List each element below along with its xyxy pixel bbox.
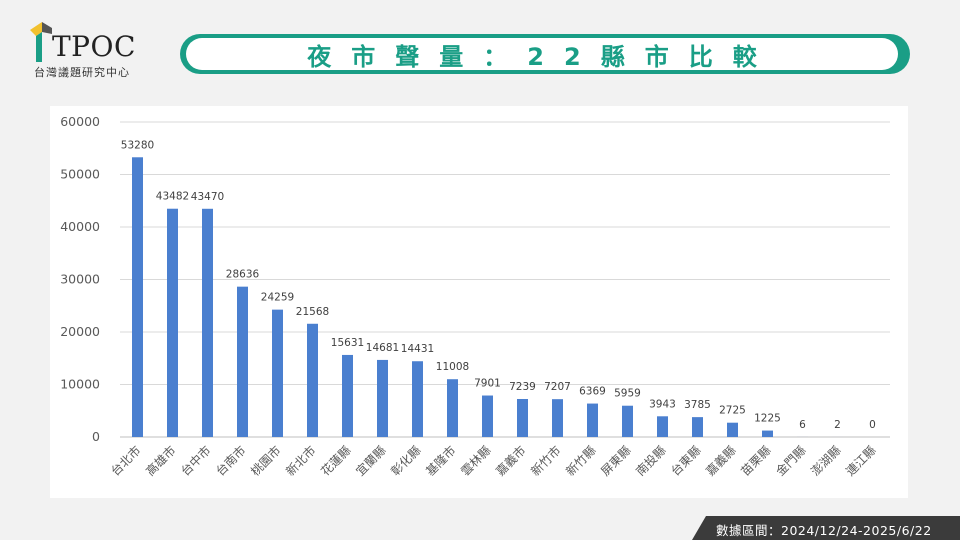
- bar-chart: 0 10000 20000 30000 40000 50000 60000 53280 台北市 4…: [50, 106, 908, 498]
- x-tick-label: 台北市: [108, 443, 144, 479]
- y-tick-label: 30000: [60, 272, 100, 287]
- data-label: 6: [799, 419, 806, 431]
- data-label: 21568: [296, 306, 329, 318]
- y-tick-label: 10000: [60, 377, 100, 392]
- data-label: 14431: [401, 343, 434, 355]
- data-label: 3943: [649, 398, 676, 410]
- data-label: 6369: [579, 386, 606, 398]
- data-range-label: 數據區間：2024/12/24-2025/6/22: [716, 523, 932, 538]
- bar: [377, 359, 388, 437]
- x-tick-label: 南投縣: [633, 443, 669, 479]
- tpoc-logo-mark-icon: [30, 22, 52, 62]
- data-label: 43470: [191, 191, 224, 203]
- data-label: 7901: [474, 378, 501, 390]
- x-tick-label: 基隆市: [423, 443, 459, 479]
- title-banner: 夜市聲量：22縣市比較: [180, 34, 910, 74]
- x-tick-label: 新竹縣: [563, 443, 599, 479]
- data-range-footer: 數據區間：2024/12/24-2025/6/22: [692, 516, 960, 540]
- x-tick-label: 嘉義市: [493, 443, 529, 479]
- bar: [202, 208, 213, 437]
- x-tick-label: 台中市: [178, 443, 214, 479]
- data-label: 11008: [436, 361, 469, 373]
- data-label: 1225: [754, 413, 781, 425]
- bar: [237, 286, 248, 437]
- bar-chart-svg: 0 10000 20000 30000 40000 50000 60000 53280 台北市 4…: [60, 114, 890, 479]
- bar: [517, 398, 528, 437]
- x-tick-label: 台南市: [213, 443, 249, 479]
- data-label: 2: [834, 419, 841, 431]
- data-label: 24259: [261, 292, 294, 304]
- bar: [167, 208, 178, 437]
- bar: [412, 361, 423, 437]
- y-tick-label: 0: [92, 429, 100, 444]
- x-tick-label: 新竹市: [528, 443, 564, 479]
- bar: [447, 379, 458, 437]
- bar: [587, 403, 598, 437]
- bar: [272, 309, 283, 437]
- x-tick-label: 連江縣: [843, 443, 878, 478]
- logo-text: TPOC: [52, 30, 136, 63]
- data-label: 0: [869, 419, 876, 431]
- data-label: 15631: [331, 337, 364, 349]
- data-label: 7239: [509, 381, 536, 393]
- data-label: 53280: [121, 139, 154, 151]
- x-tick-label: 花蓮縣: [318, 443, 354, 479]
- bar: [342, 354, 353, 437]
- data-label: 28636: [226, 269, 260, 281]
- data-label: 14681: [366, 342, 399, 354]
- x-tick-label: 嘉義縣: [703, 443, 739, 479]
- bar: [762, 430, 773, 437]
- x-tick-label: 彰化縣: [388, 443, 424, 479]
- x-tick-label: 雲林縣: [458, 443, 493, 478]
- bar: [552, 399, 563, 437]
- x-tick-label: 金門縣: [773, 443, 809, 479]
- tpoc-logo: TPOC 台灣議題研究中心: [22, 18, 162, 82]
- y-tick-label: 20000: [60, 324, 100, 339]
- page-title: 夜市聲量：22縣市比較: [307, 42, 777, 71]
- x-tick-label: 澎湖縣: [808, 443, 844, 479]
- bar: [482, 395, 493, 437]
- data-label: 7207: [544, 381, 571, 393]
- data-label: 43482: [156, 191, 189, 203]
- y-tick-label: 40000: [60, 219, 100, 234]
- y-tick-label: 60000: [60, 114, 100, 129]
- x-tick-label: 屏東縣: [598, 443, 633, 478]
- bar: [657, 416, 668, 437]
- x-tick-label: 台東縣: [668, 443, 704, 479]
- data-label: 3785: [684, 399, 711, 411]
- bar: [727, 422, 738, 437]
- y-tick-label: 50000: [60, 167, 100, 182]
- x-tick-label: 苗栗縣: [738, 443, 773, 478]
- bar: [622, 405, 633, 437]
- x-tick-label: 宜蘭縣: [353, 443, 389, 479]
- data-label: 5959: [614, 388, 641, 400]
- x-tick-label: 高雄市: [143, 443, 179, 479]
- bar: [692, 417, 703, 437]
- bar: [307, 323, 318, 437]
- x-tick-label: 桃園市: [248, 443, 284, 479]
- data-label: 2725: [719, 405, 746, 417]
- x-tick-label: 新北市: [283, 443, 319, 479]
- logo-subtitle: 台灣議題研究中心: [34, 66, 130, 79]
- bar: [132, 157, 143, 437]
